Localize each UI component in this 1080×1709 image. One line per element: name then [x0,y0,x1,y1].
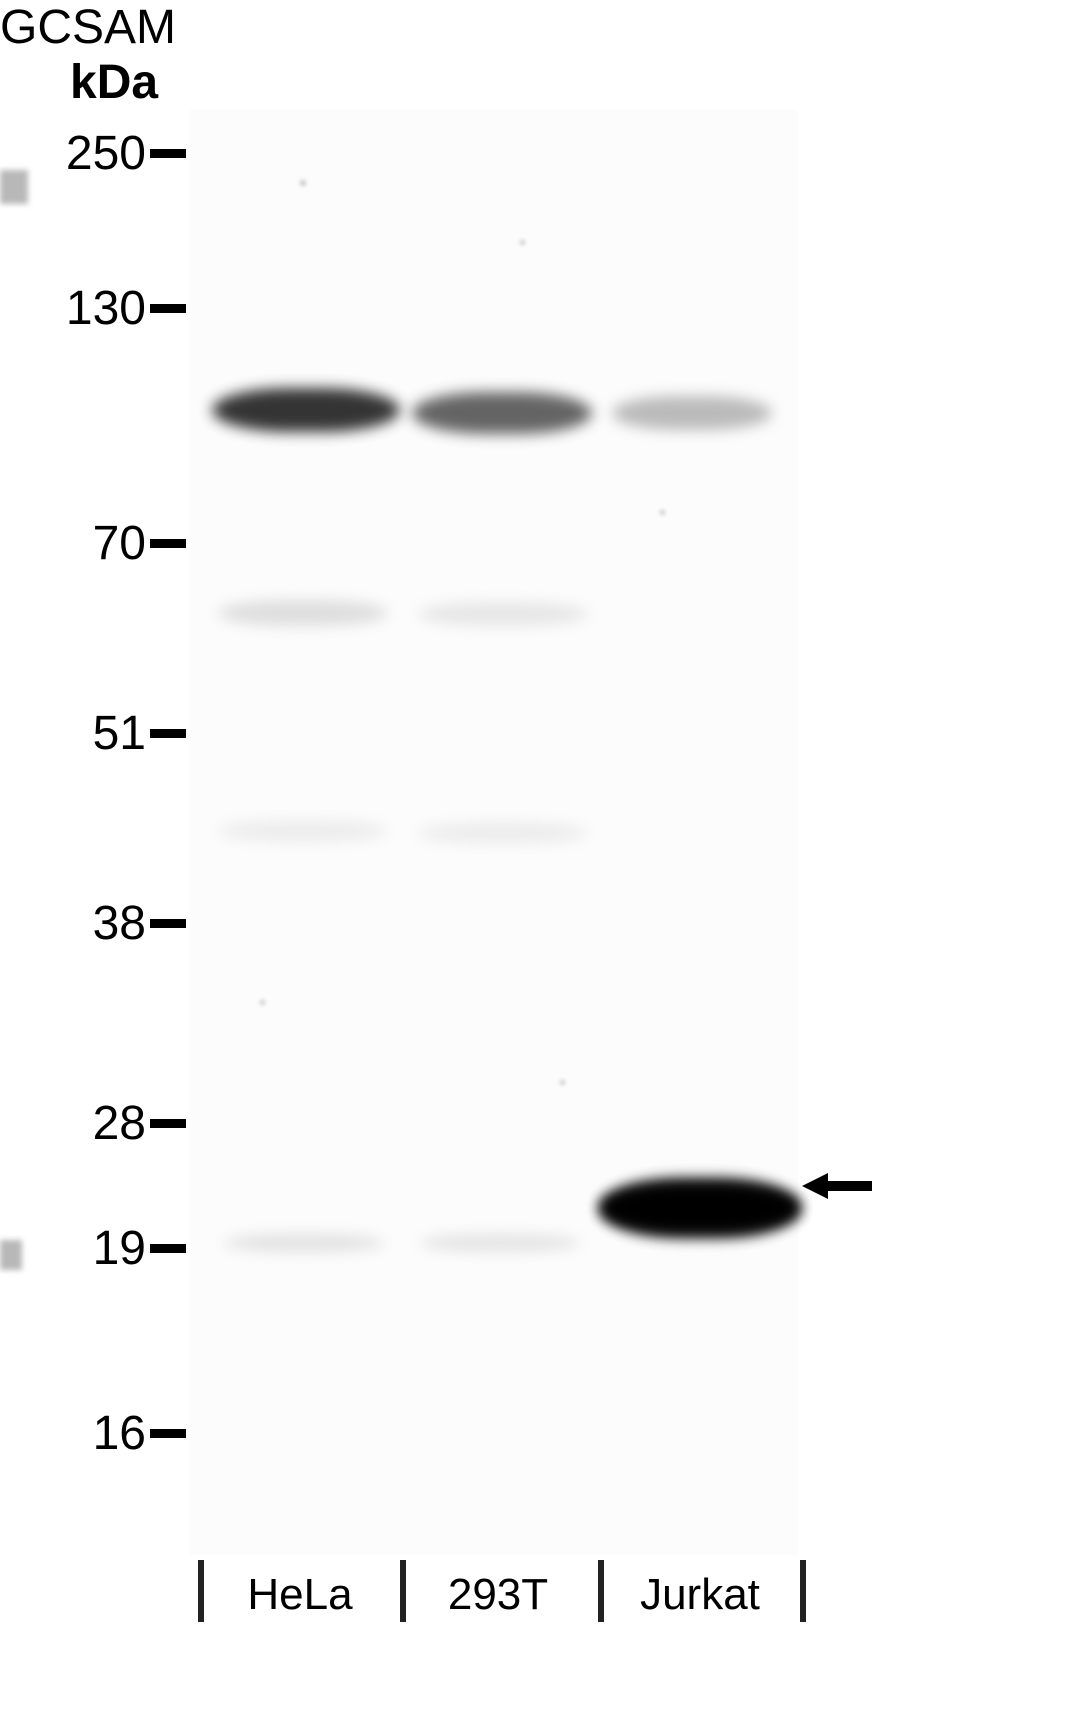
blot-band [418,822,588,844]
mw-marker-label: 70 [6,516,146,571]
mw-marker: 70 [0,516,186,571]
mw-marker: 19 [0,1221,186,1276]
mw-marker-label: 28 [6,1096,146,1151]
mw-marker-tick [150,919,186,928]
lane-separator [598,1560,604,1622]
blot-band [224,1234,384,1252]
blot-band [212,388,400,432]
mw-marker-label: 38 [6,896,146,951]
lane-label: HeLa [210,1570,390,1620]
speckle [300,180,306,186]
mw-marker-label: 250 [6,126,146,181]
lane-separator [198,1560,204,1622]
mw-marker-tick [150,729,186,738]
mw-marker-label: 51 [6,706,146,761]
arrow-head-icon [802,1173,828,1199]
mw-marker: 38 [0,896,186,951]
target-protein-label: GCSAM [0,0,1080,55]
lane-label: 293T [408,1570,588,1620]
speckle [560,1080,565,1085]
mw-marker: 51 [0,706,186,761]
arrow-shaft [828,1181,872,1191]
yaxis-unit-label: kDa [70,55,158,110]
speckle [260,1000,265,1005]
lane-label: Jurkat [610,1570,790,1620]
mw-marker: 130 [0,281,186,336]
mw-marker-tick [150,1429,186,1438]
blot-band [612,396,772,430]
mw-marker-tick [150,304,186,313]
blot-band [418,602,588,626]
mw-marker-tick [150,539,186,548]
speckle [660,510,665,515]
mw-marker: 250 [0,126,186,181]
mw-marker-tick [150,1244,186,1253]
mw-marker: 16 [0,1406,186,1461]
lane-separator [800,1560,806,1622]
lane-separator [400,1560,406,1622]
mw-marker-label: 16 [6,1406,146,1461]
blot-band [218,600,388,626]
blot-band [412,392,592,434]
blot-band [420,1234,580,1252]
mw-marker-label: 19 [6,1221,146,1276]
blot-band [600,1186,800,1230]
mw-marker-label: 130 [6,281,146,336]
western-blot-figure: kDa 250 130 70 51 38 28 19 16 HeLa 293T Jurkat GC… [0,0,1080,1709]
mw-marker-tick [150,149,186,158]
mw-marker: 28 [0,1096,186,1151]
mw-marker-tick [150,1119,186,1128]
speckle [520,240,525,245]
blot-band [218,820,388,842]
target-arrow [802,1173,872,1199]
